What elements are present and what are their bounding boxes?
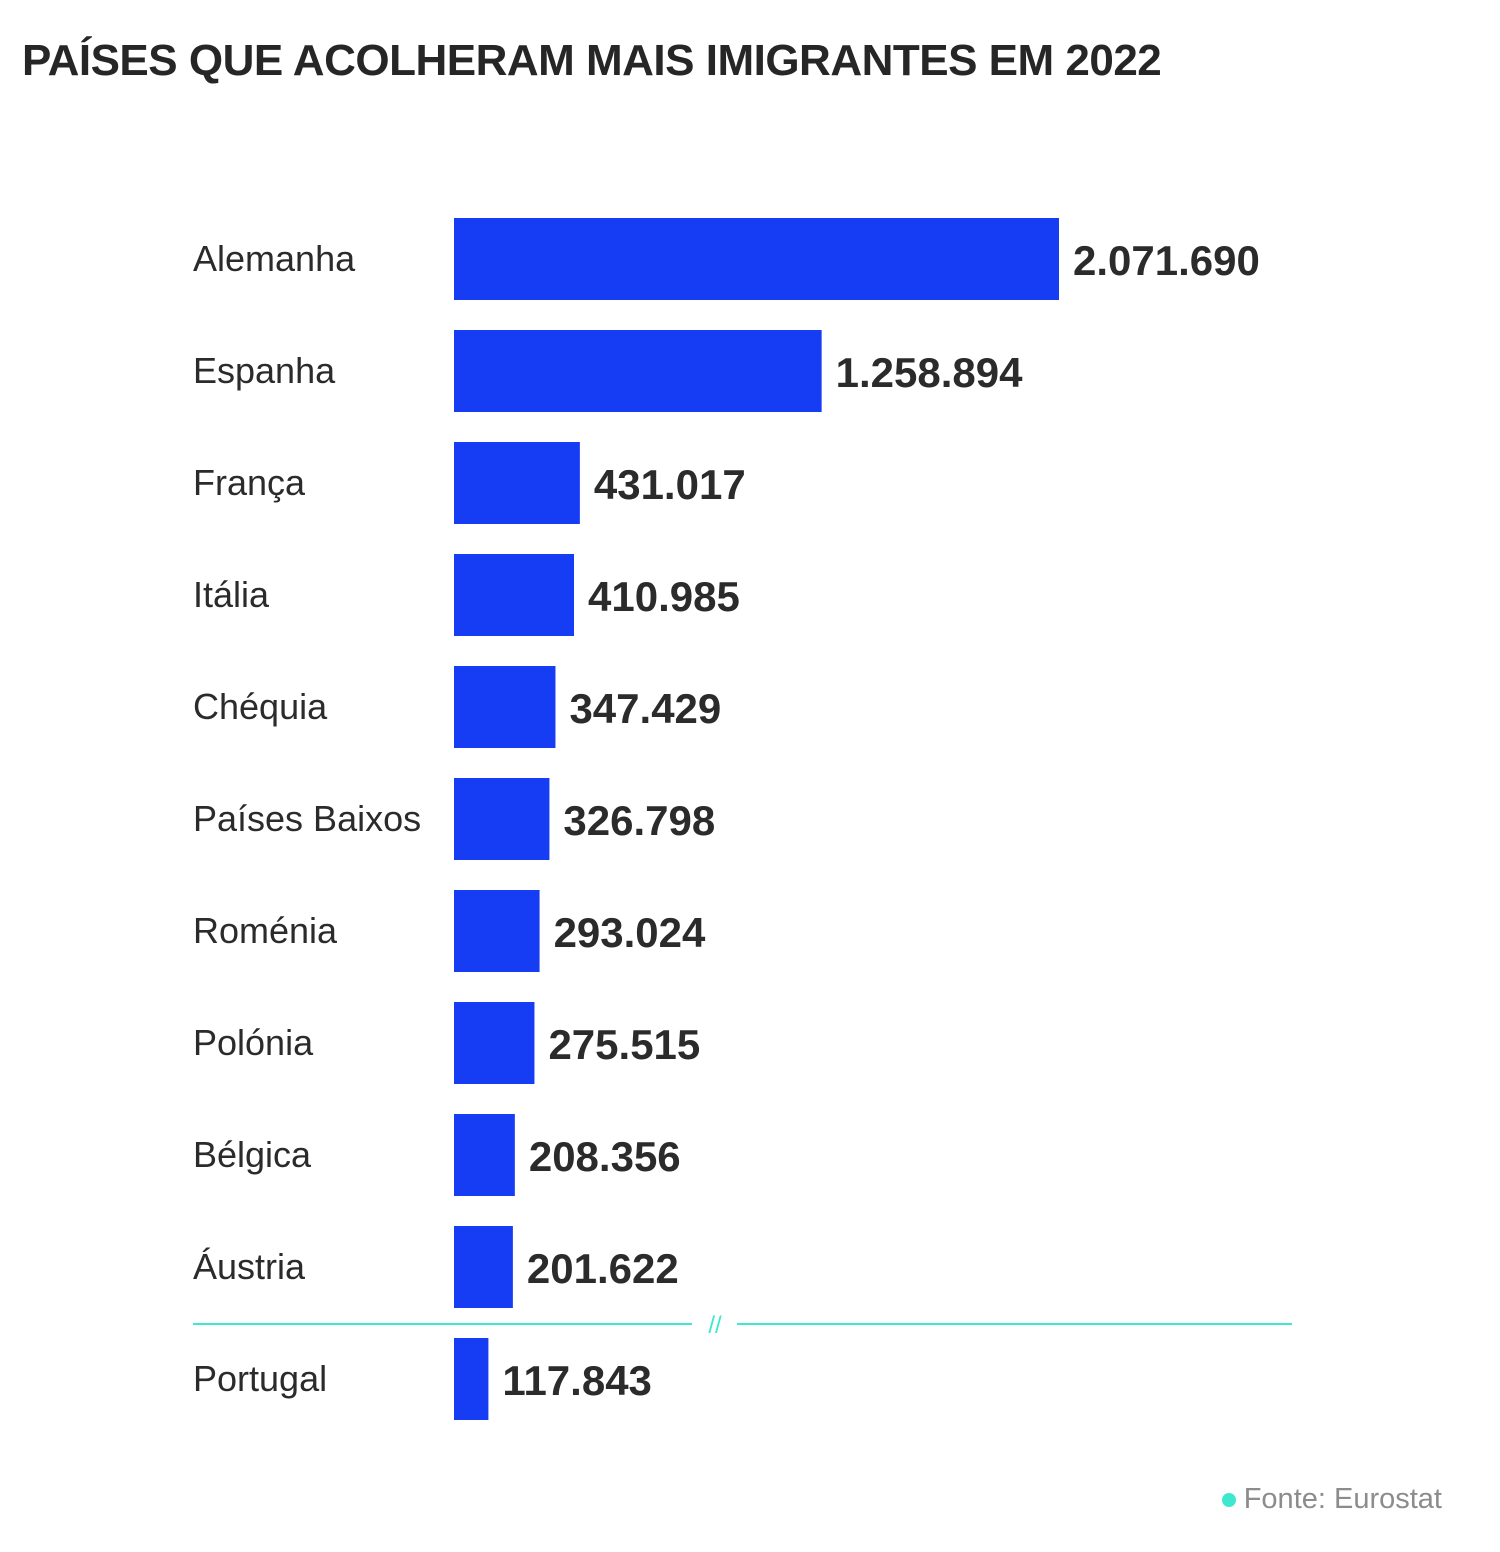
- category-label-austria: Áustria: [193, 1246, 306, 1287]
- bar-portugal: [454, 1338, 489, 1420]
- category-label-alemanha: Alemanha: [193, 238, 356, 279]
- category-label-romenia: Roménia: [193, 910, 338, 951]
- value-label-austria: 201.622: [527, 1245, 679, 1292]
- category-label-portugal: Portugal: [193, 1358, 327, 1399]
- category-label-espanha: Espanha: [193, 350, 336, 391]
- bar-espanha: [454, 330, 822, 412]
- category-label-belgica: Bélgica: [193, 1134, 312, 1175]
- bar-austria: [454, 1226, 513, 1308]
- axis-break-layer: //: [193, 1312, 1292, 1339]
- bar-chequia: [454, 666, 556, 748]
- value-labels-layer: 2.071.690 1.258.894 431.017 410.985 347.429 3…: [502, 237, 1259, 1404]
- value-label-alemanha: 2.071.690: [1073, 237, 1260, 284]
- source-note: Fonte: Eurostat: [1221, 1483, 1442, 1516]
- category-labels-layer: Alemanha Espanha França Itália Chéquia Países…: [193, 238, 421, 1399]
- bar-polonia: [454, 1002, 535, 1084]
- axis-break-marker: //: [708, 1312, 722, 1339]
- category-label-chequia: Chéquia: [193, 686, 328, 727]
- value-label-italia: 410.985: [588, 573, 740, 620]
- value-label-chequia: 347.429: [569, 685, 721, 732]
- category-label-franca: França: [193, 462, 306, 503]
- value-label-paises-baixos: 326.798: [563, 797, 715, 844]
- category-label-polonia: Polónia: [193, 1022, 314, 1063]
- value-label-belgica: 208.356: [529, 1133, 681, 1180]
- value-label-franca: 431.017: [594, 461, 746, 508]
- chart-title: PAÍSES QUE ACOLHERAM MAIS IMIGRANTES EM …: [22, 36, 1162, 85]
- value-label-romenia: 293.024: [554, 909, 706, 956]
- source-text: Fonte: Eurostat: [1243, 1483, 1442, 1515]
- bars-layer: [454, 218, 1059, 1420]
- value-label-espanha: 1.258.894: [836, 349, 1023, 396]
- value-label-portugal: 117.843: [502, 1357, 652, 1404]
- value-label-polonia: 275.515: [548, 1021, 700, 1068]
- bar-franca: [454, 442, 580, 524]
- category-label-paises-baixos: Países Baixos: [193, 798, 421, 839]
- bar-belgica: [454, 1114, 515, 1196]
- bar-romenia: [454, 890, 540, 972]
- bar-paises-baixos: [454, 778, 550, 860]
- bar-italia: [454, 554, 575, 636]
- source-dot-icon: [1221, 1492, 1236, 1507]
- bar-chart: Alemanha Espanha França Itália Chéquia Países…: [193, 218, 1292, 1420]
- bar-alemanha: [454, 218, 1059, 300]
- category-label-italia: Itália: [193, 574, 270, 615]
